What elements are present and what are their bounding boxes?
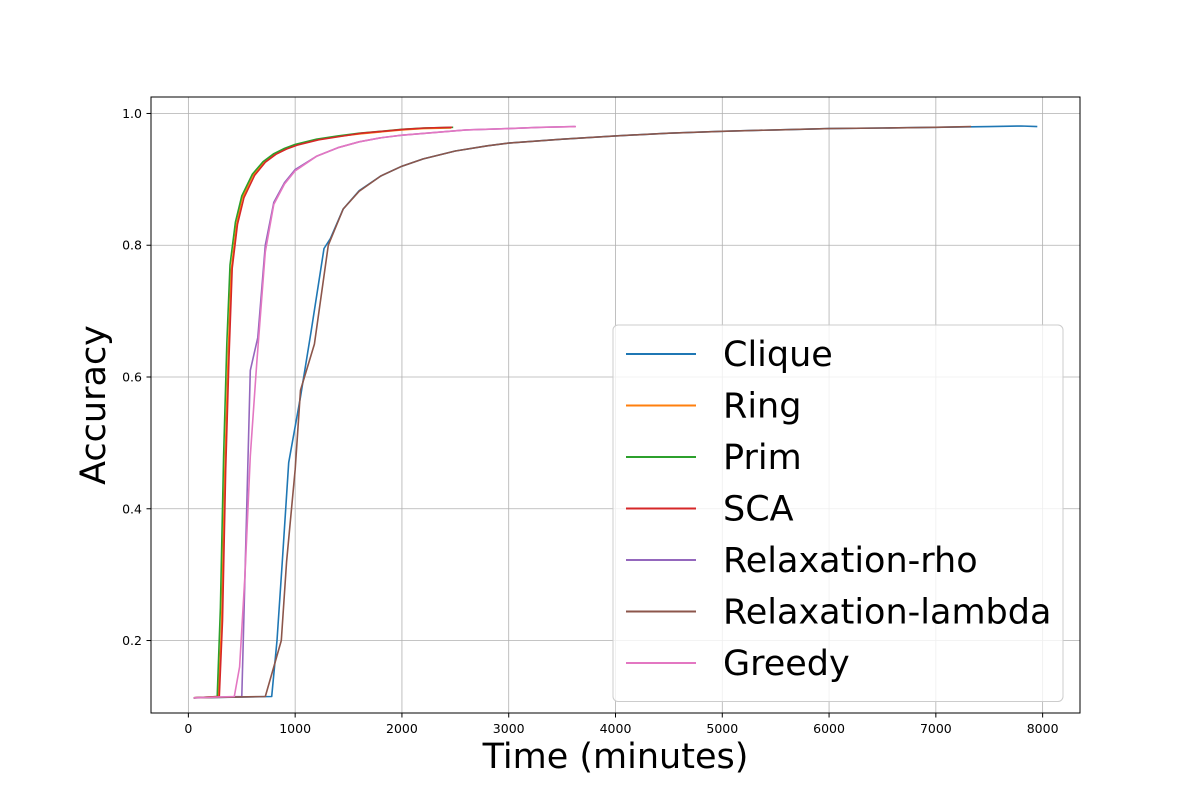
x-tick-label: 6000: [813, 721, 845, 736]
y-tick-label: 1.0: [122, 106, 142, 121]
legend-label: Greedy: [723, 644, 850, 684]
series-line-sca: [193, 126, 453, 699]
x-tick-label: 7000: [920, 721, 952, 736]
x-tick-label: 0: [184, 721, 192, 736]
y-axis-title: Accuracy: [74, 325, 114, 485]
x-tick-label: 4000: [600, 721, 632, 736]
x-axis-title: Time (minutes): [482, 737, 749, 777]
legend: Clique Ring Prim SCA Relaxation-rho Relaxatio…: [612, 324, 1064, 702]
y-tick-label: 0.8: [122, 238, 142, 253]
series-line-greedy: [193, 125, 577, 699]
x-tick-label: 2000: [386, 721, 418, 736]
y-tick-label: 0.4: [122, 501, 142, 516]
legend-label: Relaxation-rho: [723, 541, 978, 581]
series-layer: [193, 125, 1038, 699]
x-axis: 0 1000 2000 3000 4000 5000 6000 7000 8000: [184, 713, 1059, 736]
legend-box: [612, 324, 1064, 702]
y-tick-label: 0.2: [122, 633, 142, 648]
x-tick-label: 5000: [706, 721, 738, 736]
legend-label: Prim: [723, 438, 802, 478]
y-tick-label: 0.6: [122, 370, 142, 385]
legend-label: SCA: [723, 490, 794, 530]
legend-label: Ring: [723, 387, 801, 427]
x-tick-label: 8000: [1027, 721, 1059, 736]
y-axis: 0.2 0.4 0.6 0.8 1.0: [122, 106, 151, 648]
legend-label: Clique: [723, 335, 833, 375]
x-tick-label: 1000: [279, 721, 311, 736]
series-line-relaxation-lambda: [193, 125, 972, 699]
x-tick-label: 3000: [493, 721, 525, 736]
legend-label: Relaxation-lambda: [723, 593, 1051, 633]
